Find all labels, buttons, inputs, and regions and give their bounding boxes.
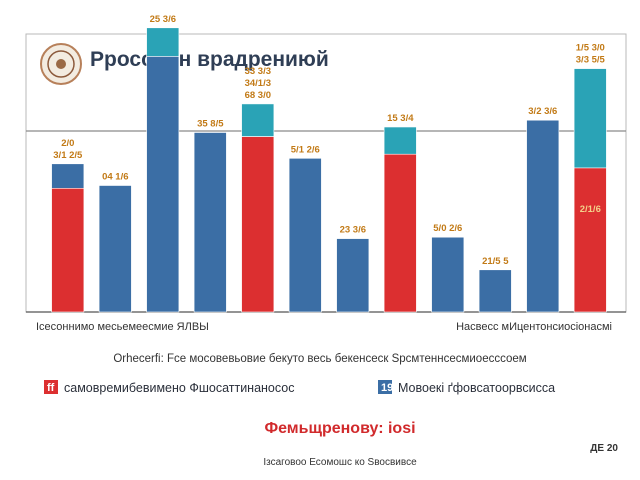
bars-group	[51, 27, 607, 313]
bar-9-segment-1	[431, 236, 465, 313]
bar-5-segment-2	[241, 103, 275, 137]
bar-5-value-label-1: 33 3/3	[245, 66, 271, 77]
chart-title: Рроссийн врадрениюй	[90, 48, 329, 71]
bar-1-value-label-1: 2/0	[61, 138, 74, 149]
bar-1-segment-2	[51, 163, 85, 189]
bar-12-value-label-1: 1/5 3/0	[576, 43, 605, 54]
bar-12-segment-1	[573, 167, 607, 313]
bar-11-segment-1	[526, 119, 560, 313]
source-caption: Ізсаговоо Есомошс ко Sвосвивсе	[263, 457, 417, 468]
bar-9-value-label-1: 5/0 2/6	[433, 223, 462, 234]
bar-8-segment-1	[383, 153, 417, 313]
bar-12-value-label-2: 3/3 5/5	[576, 55, 606, 66]
legend-swatch-1	[44, 380, 58, 394]
chart-subtitle: Оrhесеrfі: Fсе мосовевьовие бекуто весь …	[113, 353, 526, 365]
legend-marker-2: 19	[381, 382, 393, 394]
bar-10-value-label-1: 21/5 5	[482, 256, 509, 267]
bar-2-segment-1	[98, 185, 132, 313]
bar-5-segment-1	[241, 136, 275, 313]
legend-label-1: самовремибевимено Фшосаттинаносос	[64, 381, 294, 395]
left-axis-caption: Ісесоннимо месьемеесмие ЯЛВЫ	[36, 321, 209, 333]
bar-4-value-label-1: 35 8/5	[197, 119, 224, 130]
seal-inner-ring	[47, 50, 75, 78]
legend-marker-1: ff	[47, 382, 55, 394]
legend: ff самовремибевимено Фшосаттинаносос 19 Мов…	[44, 380, 555, 395]
bar-8-segment-2	[383, 126, 417, 155]
value-labels-group: 2/03/1 2/5 04 1/6 25 3/6 35 8/5 33 3/334/1/3…	[53, 14, 605, 267]
bar-8-value-label-1: 15 3/4	[387, 113, 414, 124]
bar-7-value-label-1: 23 3/6	[340, 225, 366, 236]
right-axis-caption: Насвесс мИцентонсиосіонасмі	[456, 321, 612, 333]
page-ref: ДЕ 20	[590, 443, 618, 454]
bar-2-value-label-1: 04 1/6	[102, 172, 128, 183]
bar-3-segment-2	[146, 27, 180, 57]
bar-5-value-label-3: 68 3/0	[245, 90, 271, 101]
bar-4-segment-1	[193, 132, 227, 313]
bar-6-value-label-1: 5/1 2/6	[291, 144, 320, 155]
bar-10-segment-1	[478, 269, 512, 313]
seal-center	[56, 59, 66, 69]
bar-3-value-label-1: 25 3/6	[150, 14, 176, 25]
seal-logo-icon	[40, 43, 82, 85]
bar-1-segment-1	[51, 187, 85, 313]
bar-5-value-label-2: 34/1/3	[245, 78, 271, 89]
bar-11-value-label-1: 3/2 3/6	[528, 106, 557, 117]
legend-label-2: Мовоекі ґфовсатоорвсисса	[398, 381, 555, 395]
highlight-caption: Фемьщренову: іоsі	[264, 420, 415, 437]
bar-1-value-label-2: 3/1 2/5	[53, 150, 83, 161]
legend-swatch-2	[378, 380, 392, 394]
bar-6-segment-1	[288, 158, 322, 313]
bar-12-inner-label: 2/1/6	[580, 204, 601, 215]
bar-7-segment-1	[336, 238, 370, 313]
bar-12-segment-2	[573, 68, 607, 169]
bar-3-segment-1	[146, 55, 180, 313]
